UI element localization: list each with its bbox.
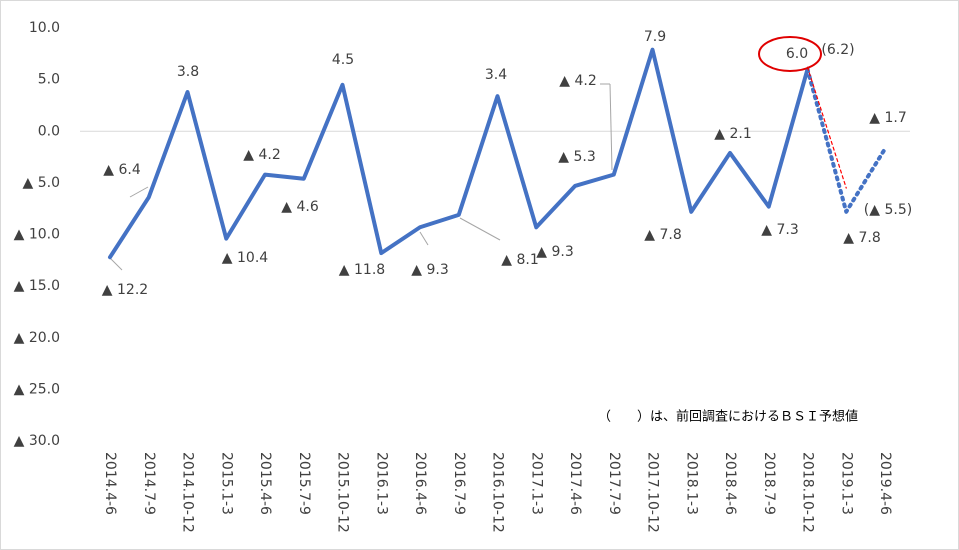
x-tick-label: 2018.7-9	[761, 452, 777, 515]
data-label: ▲ 2.1	[714, 126, 751, 142]
x-tick-label: 2014.10-12	[180, 452, 196, 533]
x-tick-label: 2015.1-3	[218, 452, 234, 515]
data-label: ▲ 12.2	[102, 282, 148, 298]
leader-line	[459, 217, 501, 241]
x-tick-label: 2017.10-12	[645, 452, 661, 533]
x-tick-label: 2018.1-3	[683, 452, 699, 515]
y-tick-label: ▲ 20.0	[14, 330, 60, 346]
x-tick-label: 2016.1-3	[373, 452, 389, 515]
data-label: ▲ 7.3	[761, 222, 798, 238]
x-tick-label: 2016.4-6	[412, 452, 428, 515]
y-tick-label: 10.0	[29, 20, 60, 36]
data-label: ▲ 4.2	[559, 73, 596, 89]
leader-line	[109, 257, 123, 271]
data-label: ▲ 6.4	[103, 162, 141, 178]
x-tick-label: 2015.4-6	[257, 452, 273, 515]
highlight-circle	[758, 36, 822, 72]
data-label: 3.8	[177, 64, 199, 80]
x-tick-label: 2019.1-3	[838, 452, 854, 515]
x-tick-label: 2016.10-12	[490, 452, 506, 533]
y-tick-label: ▲ 15.0	[14, 278, 60, 294]
data-label: ▲ 4.2	[243, 147, 280, 163]
data-label: ▲ 4.6	[281, 199, 319, 215]
leader-line	[129, 186, 149, 198]
data-label: 7.9	[644, 29, 666, 45]
x-tick-label: 2016.7-9	[451, 452, 467, 515]
leader-line	[419, 231, 429, 246]
data-line	[806, 66, 847, 189]
data-label: ▲ 10.4	[222, 250, 268, 266]
data-label: ▲ 9.3	[536, 244, 573, 260]
data-label: ▲ 1.7	[869, 110, 906, 126]
y-tick-label: ▲ 25.0	[14, 381, 60, 397]
x-tick-label: 2017.1-3	[528, 452, 544, 515]
y-tick-label: ▲ 5.0	[23, 175, 60, 191]
x-tick-label: 2018.4-6	[722, 452, 738, 515]
x-tick-label: 2017.4-6	[567, 452, 583, 515]
annotation: （ ）は、前回調査におけるＢＳＩ予想値	[598, 409, 858, 425]
x-tick-label: 2015.7-9	[296, 452, 312, 515]
data-label: 6.0	[786, 46, 808, 62]
data-label: ▲ 5.3	[558, 149, 595, 165]
x-tick-label: 2017.7-9	[606, 452, 622, 515]
leader-line	[609, 83, 613, 171]
x-tick-label: 2018.10-12	[800, 452, 816, 533]
x-tick-label: 2014.7-9	[141, 452, 157, 515]
data-line	[805, 67, 887, 214]
data-label: ▲ 9.3	[411, 262, 448, 278]
data-label: ▲ 7.8	[843, 230, 880, 246]
y-tick-label: 0.0	[38, 123, 60, 139]
data-label: ▲ 8.1	[501, 252, 538, 268]
data-label: ▲ 7.8	[644, 227, 681, 243]
x-tick-label: 2015.10-12	[335, 452, 351, 533]
data-label: 3.4	[485, 67, 507, 83]
x-tick-label: 2019.4-6	[877, 452, 893, 515]
data-label: 4.5	[332, 52, 354, 68]
y-tick-label: ▲ 30.0	[14, 433, 60, 449]
x-tick-label: 2014.4-6	[102, 452, 118, 515]
data-label: (6.2)	[821, 42, 854, 58]
data-label: ▲ 11.8	[339, 262, 385, 278]
data-line	[108, 47, 810, 260]
data-label: (▲ 5.5)	[864, 202, 912, 218]
y-tick-label: 5.0	[38, 72, 60, 88]
y-tick-label: ▲ 10.0	[14, 227, 60, 243]
